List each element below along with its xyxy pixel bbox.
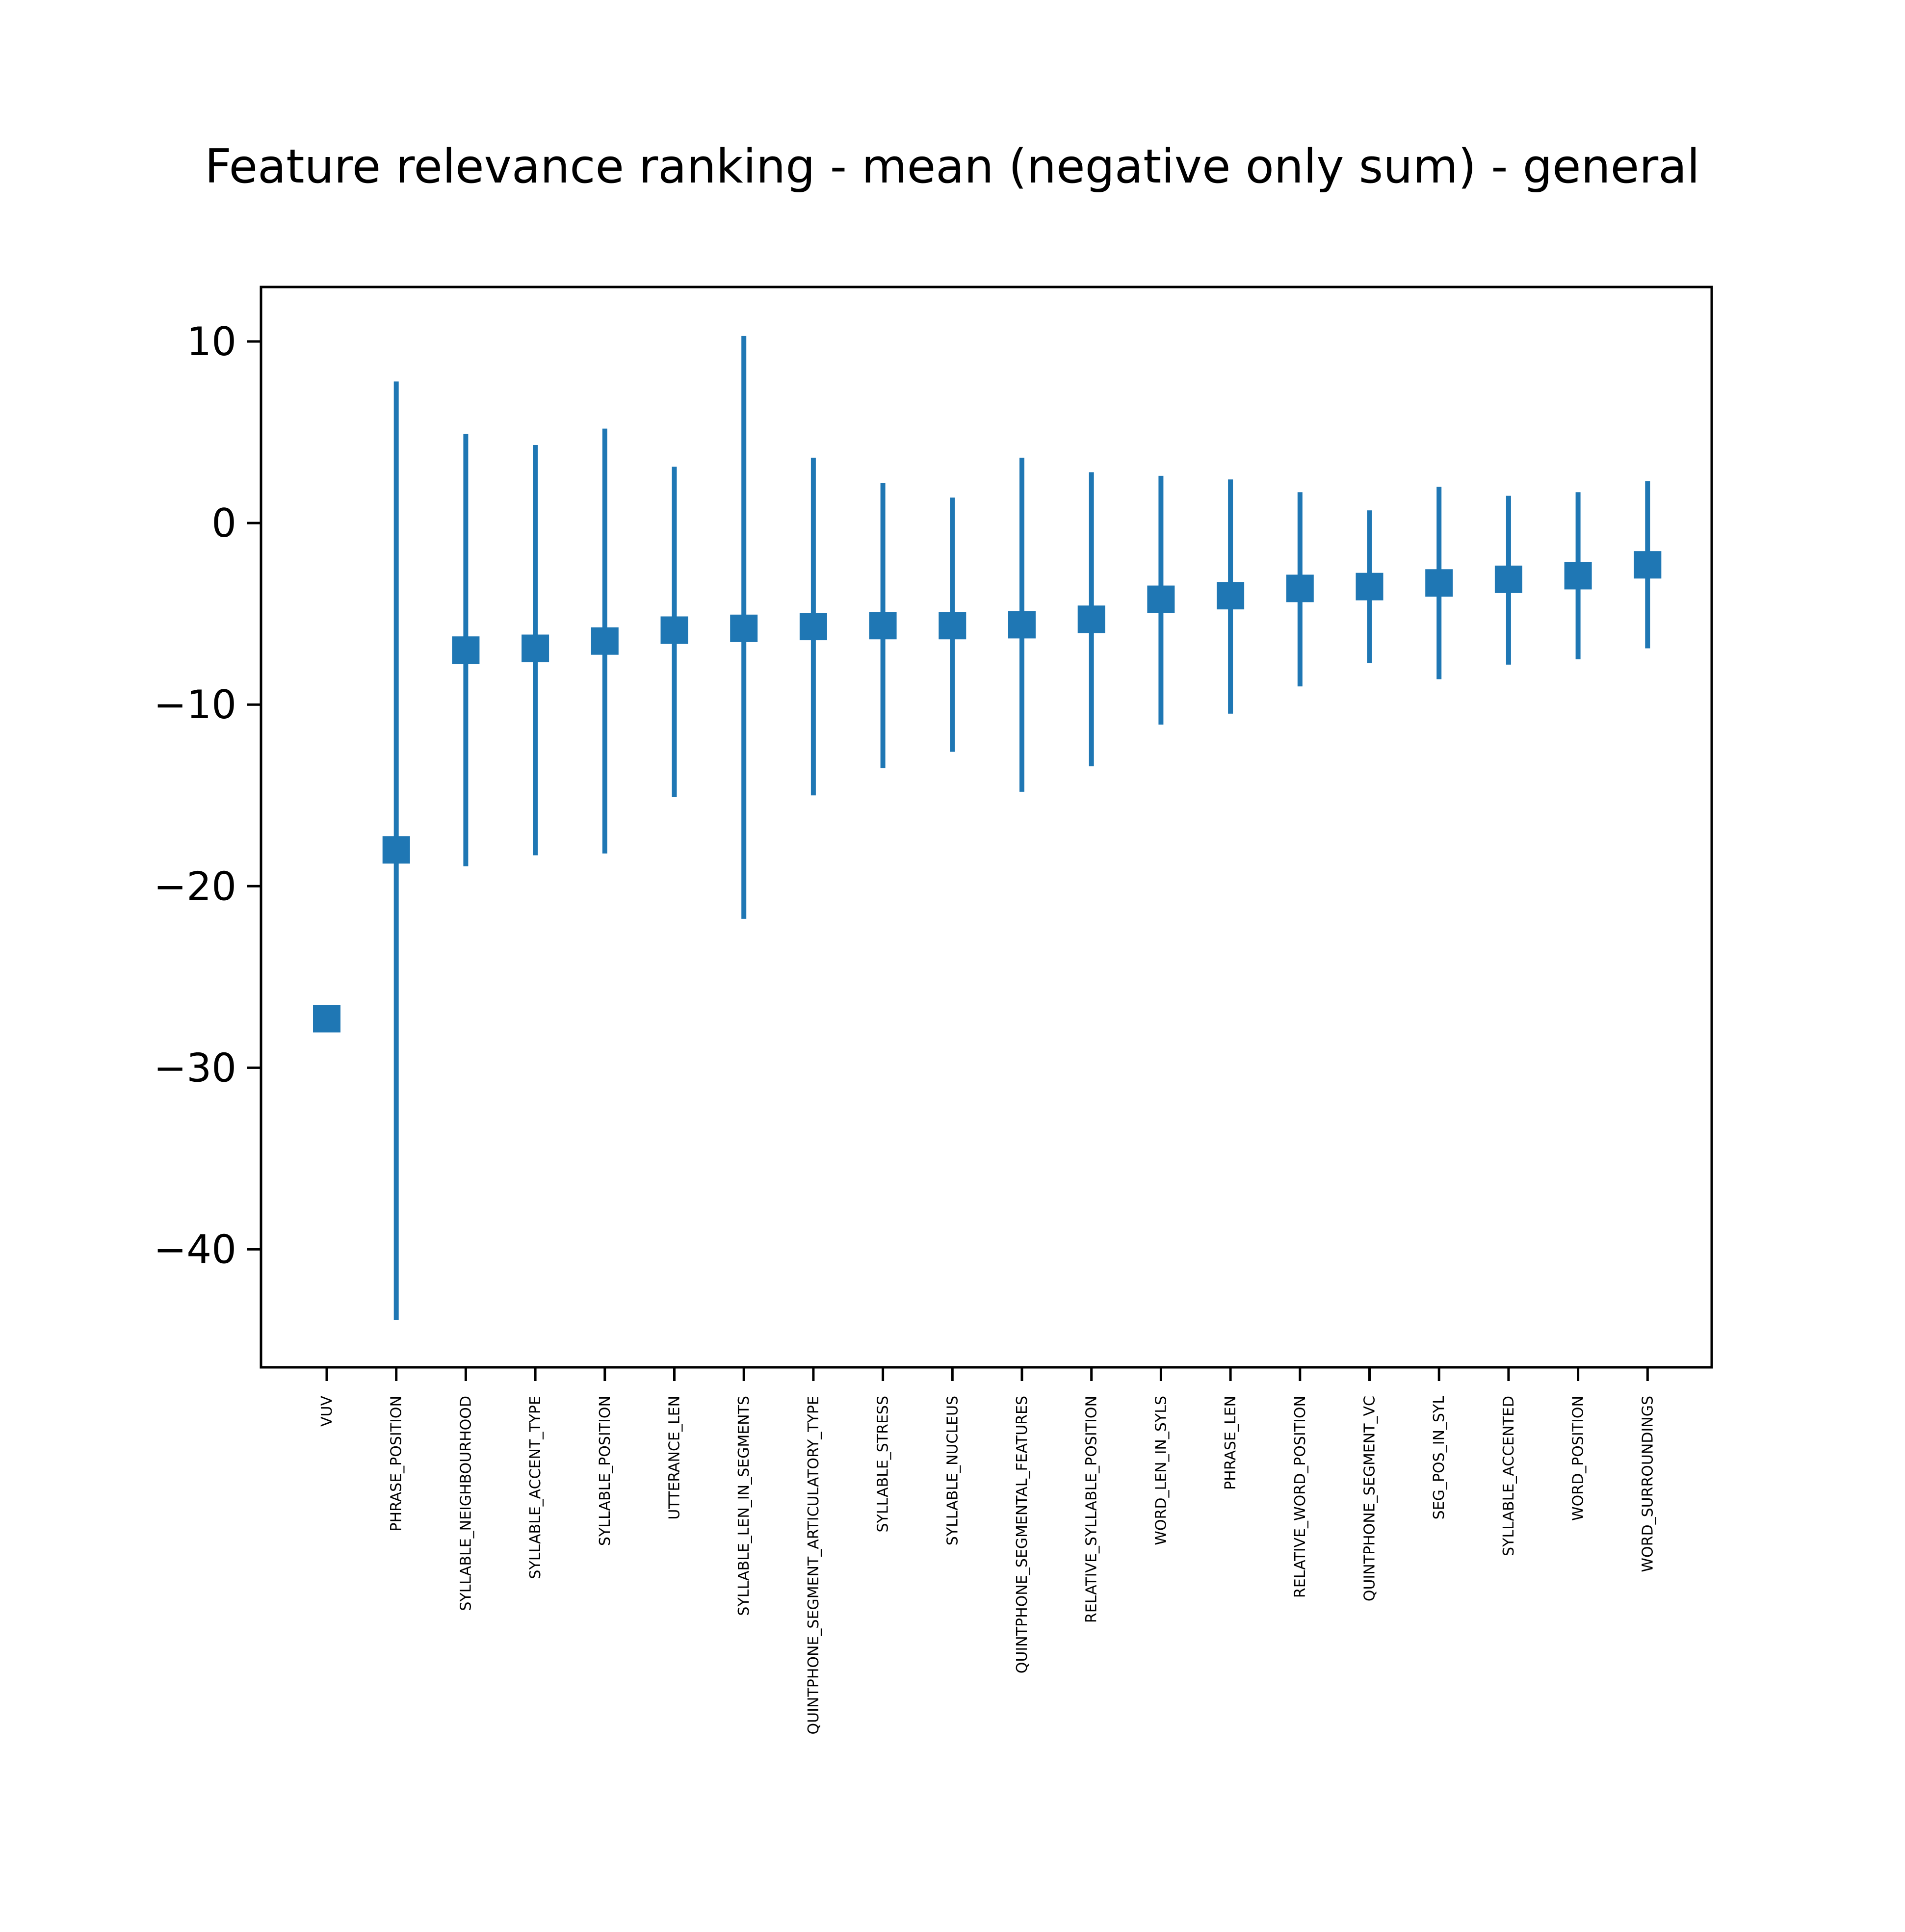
x-tick-label: SYLLABLE_NUCLEUS	[944, 1396, 961, 1545]
mean-marker	[660, 616, 688, 644]
y-tick-label: 0	[211, 500, 236, 546]
x-tick-label: SEG_POS_IN_SYL	[1431, 1396, 1448, 1520]
mean-marker	[522, 634, 549, 662]
mean-marker	[1564, 562, 1592, 590]
x-tick-label: PHRASE_LEN	[1222, 1396, 1239, 1490]
mean-marker	[452, 636, 480, 664]
x-tick-label: WORD_LEN_IN_SYLS	[1152, 1396, 1170, 1545]
x-tick-label: RELATIVE_SYLLABLE_POSITION	[1083, 1396, 1100, 1623]
mean-marker	[1147, 585, 1175, 613]
chart-title: Feature relevance ranking - mean (negati…	[205, 140, 1700, 194]
mean-marker	[591, 627, 619, 655]
x-tick-label: SYLLABLE_NEIGHBOURHOOD	[457, 1396, 474, 1611]
mean-marker	[1634, 551, 1662, 579]
x-tick-label: VUV	[318, 1396, 336, 1427]
x-tick-label: SYLLABLE_STRESS	[875, 1396, 892, 1533]
x-tick-label: SYLLABLE_LEN_IN_SEGMENTS	[735, 1396, 753, 1616]
mean-marker	[1494, 565, 1522, 593]
y-tick-label: −10	[154, 682, 236, 728]
mean-marker	[1286, 574, 1314, 602]
mean-marker	[1217, 582, 1245, 610]
plot-area-frame	[260, 286, 1713, 1369]
x-tick-label: PHRASE_POSITION	[388, 1396, 405, 1532]
mean-marker	[799, 613, 827, 641]
x-tick-label: QUINTPHONE_SEGMENT_ARTICULATORY_TYPE	[805, 1396, 822, 1734]
x-tick-label: SYLLABLE_ACCENTED	[1500, 1396, 1517, 1556]
x-tick-label: UTTERANCE_LEN	[666, 1396, 683, 1520]
mean-marker	[1356, 573, 1383, 600]
mean-marker	[869, 612, 897, 640]
y-tick-label: −20	[154, 863, 236, 909]
x-axis: VUV PHRASE_POSITION SYLLABLE_NEIGHBOURHOOD…	[318, 1367, 1656, 1734]
mean-marker	[1008, 611, 1036, 639]
x-tick-label: QUINTPHONE_SEGMENT_VC	[1361, 1396, 1379, 1601]
x-tick-label: SYLLABLE_POSITION	[597, 1396, 614, 1546]
data-marks	[313, 336, 1662, 1320]
mean-marker	[313, 1005, 340, 1033]
mean-marker	[382, 836, 410, 864]
x-tick-label: WORD_SURROUNDINGS	[1639, 1396, 1656, 1572]
mean-marker	[730, 614, 758, 642]
y-tick-label: −40	[154, 1227, 236, 1272]
mean-marker	[1425, 569, 1453, 597]
y-tick-label: −30	[154, 1045, 236, 1091]
mean-marker	[939, 612, 966, 640]
y-tick-label: 10	[186, 319, 236, 365]
y-axis: 10 0 −10 −20 −30 −40	[154, 319, 261, 1272]
x-tick-label: RELATIVE_WORD_POSITION	[1292, 1396, 1309, 1598]
x-tick-label: WORD_POSITION	[1570, 1396, 1587, 1521]
mean-marker	[1077, 605, 1105, 633]
x-tick-label: SYLLABLE_ACCENT_TYPE	[527, 1396, 544, 1579]
x-tick-label: QUINTPHONE_SEGMENTAL_FEATURES	[1014, 1396, 1031, 1673]
